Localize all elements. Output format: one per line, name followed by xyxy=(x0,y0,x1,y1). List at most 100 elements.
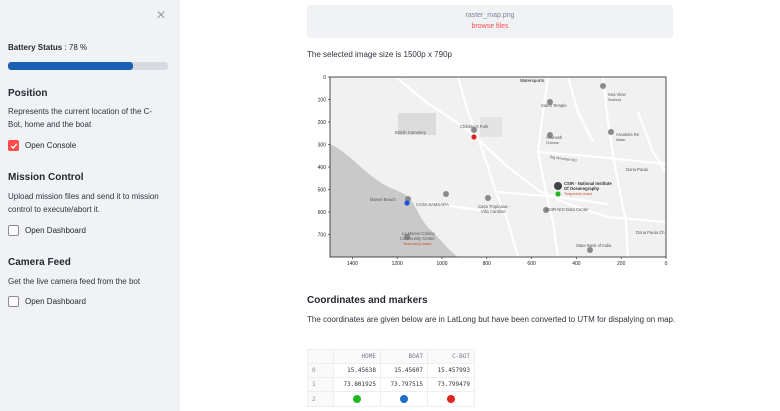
x-tick-label: 0 xyxy=(665,261,668,267)
checkbox-unchecked-icon[interactable] xyxy=(8,225,19,236)
map-label-avanesh-sub: Chinese xyxy=(546,141,559,145)
map-label-la-marvel-3: Temporarily closed xyxy=(403,242,431,246)
cell-boat-lat: 15.45607 xyxy=(380,363,428,378)
x-axis-ticks: 1400 1200 1000 800 600 400 200 0 xyxy=(347,257,668,267)
cell-cbot-color xyxy=(427,391,475,407)
map-label-sbi: State Bank of India xyxy=(576,243,612,248)
section-title-mission-control: Mission Control xyxy=(8,172,84,183)
y-tick-label: 400 xyxy=(318,165,327,171)
cell-boat-color xyxy=(380,391,428,407)
close-sidebar-icon[interactable]: ✕ xyxy=(156,8,167,22)
table-row: 2 xyxy=(307,391,475,407)
cbot-marker xyxy=(471,134,477,140)
map-label-tropicana: Casa Tropicana - xyxy=(478,204,510,209)
map-labels: Watersports Sea View Seafood Sateri Temp… xyxy=(370,78,665,248)
row-index: 0 xyxy=(307,363,334,378)
section-desc-camera-feed: Get the live camera feed from the bot xyxy=(8,277,141,286)
column-header-home[interactable]: HOME xyxy=(333,349,381,364)
battery-status: Battery Status : 78 % xyxy=(8,43,87,52)
column-header-cbot[interactable]: C-BOT xyxy=(427,349,475,364)
main-content: raster_map.png browse files The selected… xyxy=(180,0,780,411)
column-header-boat[interactable]: BOAT xyxy=(380,349,428,364)
map-pins xyxy=(404,83,614,253)
battery-status-value: : 78 % xyxy=(64,43,88,52)
map-label-arcabela: Arcabela Re xyxy=(616,132,640,137)
home-marker xyxy=(555,191,561,197)
x-tick-label: 1200 xyxy=(392,261,403,267)
table-row: 1 73.801925 73.797515 73.799479 xyxy=(307,377,475,392)
x-tick-label: 200 xyxy=(617,261,626,267)
checkbox-label: Open Dashboard xyxy=(25,297,86,306)
y-tick-label: 300 xyxy=(318,142,327,148)
table-row: 0 15.45638 15.45607 15.457993 xyxy=(307,363,475,378)
checkbox-checked-icon[interactable] xyxy=(8,140,19,151)
file-uploader[interactable]: raster_map.png browse files xyxy=(307,5,673,38)
map-label-csir-nio: CSIR-NIO Data Center xyxy=(546,207,589,212)
x-tick-label: 400 xyxy=(572,261,581,267)
boat-color-dot-icon xyxy=(400,395,408,403)
y-tick-label: 700 xyxy=(318,232,327,238)
image-size-text: The selected image size is 1500p x 790p xyxy=(307,50,452,59)
cell-home-color xyxy=(333,391,381,407)
uploaded-filename: raster_map.png xyxy=(465,12,515,19)
section-desc-position: Represents the current location of the C… xyxy=(8,107,153,129)
coordinates-table: HOME BOAT C-BOT 0 15.45638 15.45607 15.4… xyxy=(307,349,475,407)
checkbox-label: Open Console xyxy=(25,141,77,150)
roads xyxy=(395,76,667,258)
x-tick-label: 800 xyxy=(483,261,492,267)
checkbox-unchecked-icon[interactable] xyxy=(8,296,19,307)
y-axis-ticks: 0 100 200 300 400 500 600 700 xyxy=(318,75,330,238)
map-label-marvel-beach: Marvel Beach xyxy=(370,197,396,202)
mission-dashboard-checkbox[interactable]: Open Dashboard xyxy=(8,225,86,236)
battery-status-label: Battery Status xyxy=(8,43,63,52)
boat-marker xyxy=(404,200,410,206)
map-label-sea-view: Sea View xyxy=(608,92,627,97)
x-tick-label: 600 xyxy=(527,261,536,267)
map-label-avanesh: Avanesh xyxy=(546,135,563,140)
map-label-la-marvel-2: Community Center xyxy=(400,236,436,241)
map-label-dona-paula: Dona Paula xyxy=(626,167,649,172)
map-label-tropicana-2: Villa Caroline xyxy=(481,209,506,214)
map-label-dona-paula-ch: Dona Paula Ch xyxy=(636,230,665,235)
open-console-checkbox[interactable]: Open Console xyxy=(8,140,76,151)
y-tick-label: 500 xyxy=(318,187,327,193)
table-header-row: HOME BOAT C-BOT xyxy=(307,349,475,364)
row-index: 2 xyxy=(307,391,334,407)
battery-progress-bar xyxy=(8,62,168,70)
section-title-position: Position xyxy=(8,88,48,99)
browse-files-link[interactable]: browse files xyxy=(471,23,509,30)
cbot-color-dot-icon xyxy=(447,395,455,403)
y-tick-label: 600 xyxy=(318,210,327,216)
map-label-casa-samsara: CASA SAMSARA xyxy=(416,202,449,207)
x-tick-label: 1400 xyxy=(347,261,358,267)
cell-cbot-lon: 73.799479 xyxy=(427,377,475,392)
section-desc-mission-control: Upload mission files and send it to miss… xyxy=(8,192,159,214)
section-title-camera-feed: Camera Feed xyxy=(8,257,71,268)
cell-boat-lon: 73.797515 xyxy=(380,377,428,392)
map-label-childrens-park: Children's Park xyxy=(460,124,489,129)
map-label-csir-3: Temporarily closed xyxy=(564,192,592,196)
map-label-sateri: Sateri Temple xyxy=(541,103,567,108)
map-label-csir-2: Of Oceanography xyxy=(564,186,600,191)
battery-progress-fill xyxy=(8,62,133,70)
x-tick-label: 1000 xyxy=(436,261,447,267)
csir-pin-icon xyxy=(554,182,562,190)
y-tick-label: 0 xyxy=(323,75,326,81)
map-label-la-marvel: La Marvel Colony xyxy=(402,231,435,236)
checkbox-label: Open Dashboard xyxy=(25,226,86,235)
cell-home-lon: 73.801925 xyxy=(333,377,381,392)
map-plot: Watersports Sea View Seafood Sateri Temp… xyxy=(308,72,680,272)
map-label-csir: CSIR - National Institute xyxy=(564,181,612,186)
row-index: 1 xyxy=(307,377,334,392)
table-index-header xyxy=(307,349,334,364)
map-label-british-cemetery: British Cemetery xyxy=(395,130,427,135)
coordinates-heading: Coordinates and markers xyxy=(307,295,428,306)
childrens-park-area xyxy=(480,117,502,137)
cell-home-lat: 15.45638 xyxy=(333,363,381,378)
camera-dashboard-checkbox[interactable]: Open Dashboard xyxy=(8,296,86,307)
home-color-dot-icon xyxy=(353,395,361,403)
y-tick-label: 100 xyxy=(318,97,327,103)
british-cemetery-park xyxy=(398,113,436,135)
cell-cbot-lat: 15.457993 xyxy=(427,363,475,378)
coordinates-description: The coordinates are given below are in L… xyxy=(307,315,676,324)
